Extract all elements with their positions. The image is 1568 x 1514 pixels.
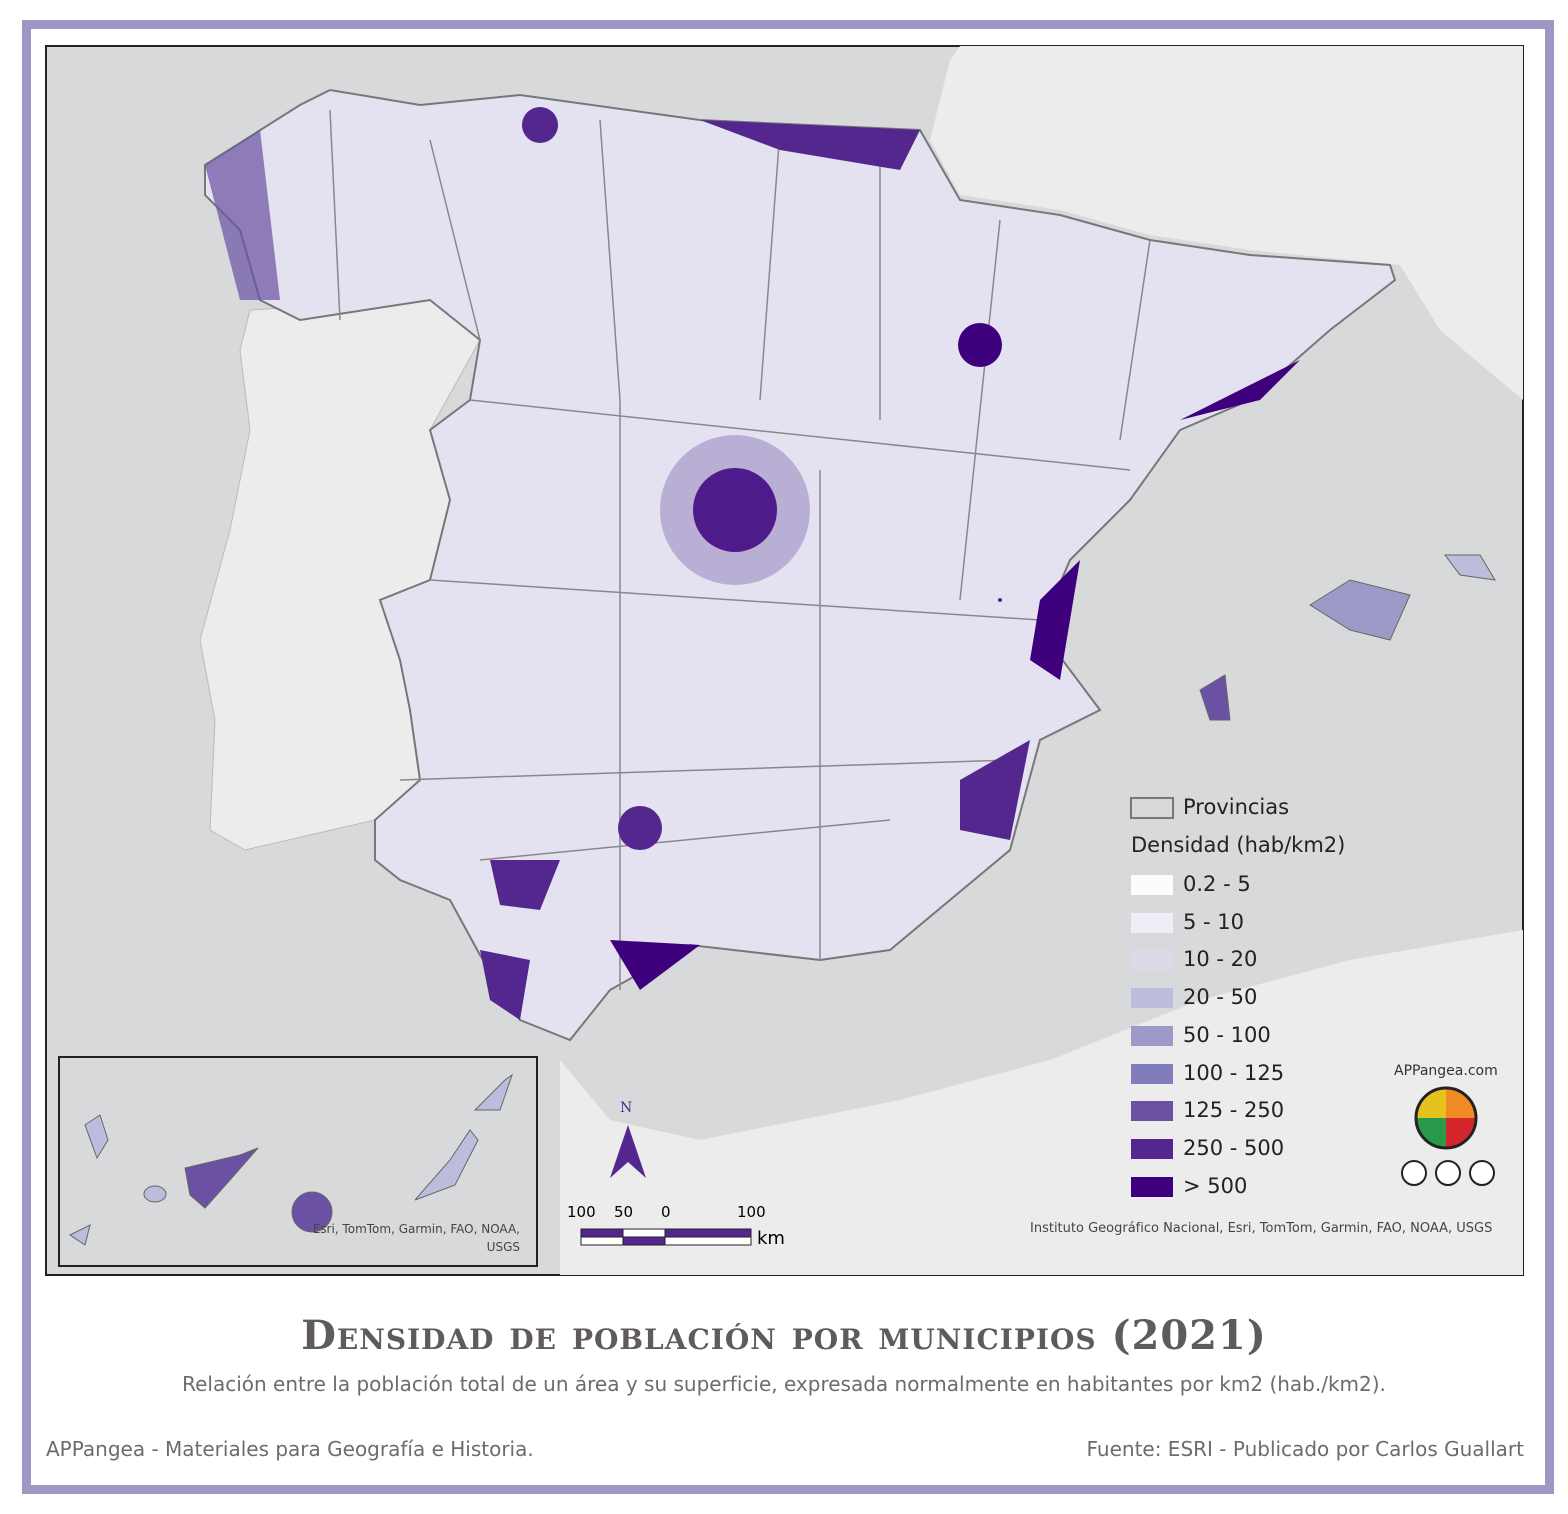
legend-label: 50 - 100 [1183, 1022, 1271, 1047]
scale-label: 100 [737, 1203, 766, 1221]
legend-swatch [1131, 950, 1173, 971]
inset-attribution: Esri, TomTom, Garmin, FAO, NOAA, USGS [312, 1222, 520, 1254]
legend-swatch [1131, 1176, 1173, 1197]
legend-label: 250 - 500 [1183, 1135, 1285, 1160]
ibiza [1199, 674, 1231, 721]
lanzarote [473, 1073, 513, 1111]
spain [204, 88, 1397, 1042]
attribution: Instituto Geográfico Nacional, Esri, Tom… [1030, 1221, 1493, 1236]
footer-right: Fuente: ESRI - Publicado por Carlos Gual… [1086, 1437, 1525, 1461]
scale-seg [664, 1228, 752, 1238]
malaga [610, 940, 700, 990]
galicia-coast [205, 130, 280, 300]
province-borders [329, 109, 1151, 990]
scale-seg [622, 1228, 666, 1238]
sevilla [490, 860, 560, 910]
canary-islands [69, 1073, 513, 1246]
scale-seg [664, 1236, 752, 1246]
scale-unit: km [757, 1228, 785, 1249]
valencia [1030, 560, 1080, 680]
scale-bar [580, 1228, 752, 1246]
france [930, 46, 1523, 400]
legend-boundary-swatch [1130, 797, 1174, 819]
legend-label: 10 - 20 [1183, 947, 1258, 972]
north-label: N [620, 1100, 633, 1116]
legend-boundary: Provincias [1183, 795, 1290, 819]
asturias [522, 107, 558, 143]
madrid [693, 468, 777, 552]
africa [560, 930, 1523, 1275]
scale-seg [580, 1228, 624, 1238]
dense-areas [205, 107, 1330, 1020]
legend-swatch [1131, 1138, 1173, 1159]
dot [998, 598, 1002, 602]
legend-label: 20 - 50 [1183, 985, 1258, 1010]
north-arrow [610, 1125, 646, 1178]
footer-left: APPangea - Materiales para Geografía e H… [46, 1437, 534, 1461]
madrid-area [660, 435, 810, 585]
la-palma [84, 1114, 109, 1160]
scale-seg [580, 1236, 624, 1246]
menorca [1444, 554, 1496, 581]
legend-swatch [1131, 1025, 1173, 1046]
logo-label: APPangea.com [1394, 1063, 1498, 1079]
legend-swatch [1131, 988, 1173, 1009]
cordoba [618, 806, 662, 850]
legend-label: 125 - 250 [1183, 1098, 1285, 1123]
outer-frame [22, 20, 1554, 1494]
murcia-alicante [960, 740, 1030, 840]
el-hierro [69, 1224, 91, 1246]
scale-label: 50 [614, 1203, 634, 1221]
title: Densidad de población por municipios (20… [301, 1312, 1267, 1359]
legend-swatch [1131, 875, 1173, 895]
mallorca [1309, 579, 1411, 641]
legend-label: 0.2 - 5 [1183, 872, 1251, 896]
gran-canaria [291, 1191, 333, 1233]
legend-swatch [1131, 912, 1173, 933]
scale-seg [622, 1236, 666, 1246]
north-coast [700, 120, 920, 170]
legend-label: > 500 [1183, 1173, 1248, 1198]
la-gomera [143, 1185, 167, 1203]
fuerteventura [414, 1129, 479, 1201]
legend-swatch [1131, 1063, 1173, 1084]
scale-label: 100 [567, 1203, 596, 1221]
legend-label: 5 - 10 [1183, 909, 1245, 934]
tenerife [184, 1147, 259, 1209]
scale-label: 0 [661, 1203, 671, 1221]
legend-label: 100 - 125 [1183, 1060, 1285, 1085]
cadiz [480, 950, 530, 1020]
legend-swatch [1131, 1101, 1173, 1122]
zaragoza [958, 323, 1002, 367]
logo [1401, 1086, 1495, 1186]
subtitle: Relación entre la población total de un … [182, 1372, 1386, 1396]
legend-title: Densidad (hab/km2) [1131, 833, 1346, 857]
